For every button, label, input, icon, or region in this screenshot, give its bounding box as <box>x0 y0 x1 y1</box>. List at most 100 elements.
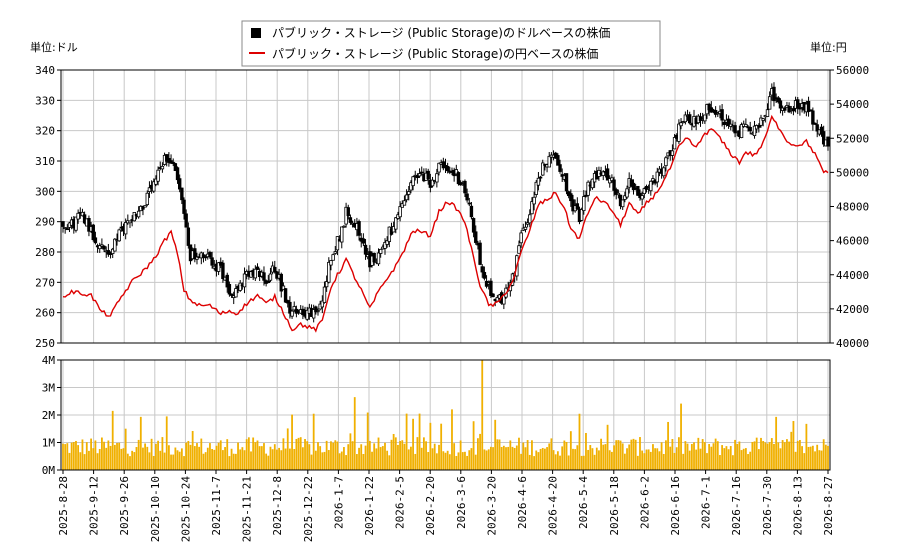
volume-bar <box>524 447 527 470</box>
candle-body <box>186 227 191 246</box>
candle-body <box>281 285 286 290</box>
candle-body <box>171 161 175 164</box>
volume-bar <box>94 440 97 470</box>
volume-bar <box>541 447 544 470</box>
y-right-tick-label: 42000 <box>836 303 869 316</box>
volume-bar <box>362 453 365 470</box>
volume-bar <box>189 444 192 470</box>
volume-bar <box>334 440 337 470</box>
volume-bar <box>513 447 516 470</box>
y-left-tick-label: 340 <box>35 64 55 77</box>
candle-body <box>821 131 826 145</box>
volume-bar <box>258 446 261 470</box>
volume-bar <box>444 452 447 470</box>
volume-bar <box>760 437 762 470</box>
y-right-tick-label: 48000 <box>836 201 869 214</box>
volume-bar <box>77 445 80 470</box>
candle-body <box>672 137 677 150</box>
y-right-tick-label: 44000 <box>836 269 869 282</box>
volume-bar <box>98 448 101 470</box>
candle-body <box>210 257 214 266</box>
volume-bar <box>487 449 490 470</box>
candle-body <box>402 200 407 206</box>
volume-bar <box>610 451 613 470</box>
volume-bar <box>801 446 803 470</box>
volume-bar <box>630 439 633 470</box>
candle-body <box>409 182 413 191</box>
volume-bar <box>693 442 695 470</box>
x-tick-label: 2025-9-26 <box>118 476 131 536</box>
volume-bar <box>770 438 773 470</box>
volume-bar <box>286 428 289 470</box>
volume-bar <box>600 438 602 470</box>
volume-bar <box>122 448 125 470</box>
candle-body <box>201 254 206 258</box>
candle-body <box>720 109 724 121</box>
volume-bar <box>410 446 412 470</box>
volume-bar <box>131 450 134 470</box>
candle-body <box>417 173 422 177</box>
volume-bar <box>161 437 164 470</box>
candle-body <box>534 181 538 195</box>
volume-bar <box>723 448 726 470</box>
volume-bar <box>137 439 140 470</box>
volume-bar <box>388 455 391 470</box>
candle-body <box>340 226 344 243</box>
volume-bar <box>520 453 523 470</box>
right-unit-label: 単位:円 <box>810 40 847 54</box>
volume-bar <box>280 450 283 470</box>
x-tick-label: 2025-12-22 <box>302 476 315 542</box>
volume-bar <box>809 446 812 470</box>
candle-body <box>558 164 562 172</box>
volume-bar <box>632 438 635 470</box>
candle-body <box>757 125 761 128</box>
y-right-tick-label: 50000 <box>836 166 869 179</box>
candle-body <box>180 187 184 201</box>
volume-bar <box>703 442 706 470</box>
volume-bar <box>461 452 464 470</box>
candle-body <box>93 237 98 244</box>
volume-bar <box>448 454 451 470</box>
candle-body <box>536 177 541 186</box>
y-right-axis: 56000 54000 52000 50000 48000 46000 44000 42000… <box>830 64 869 350</box>
candle-body <box>610 177 614 181</box>
volume-bar <box>719 455 721 470</box>
x-tick-label: 2026-1-22 <box>363 476 376 536</box>
volume-bar <box>567 455 570 470</box>
volume-bar <box>165 416 168 470</box>
volume-bar <box>533 456 536 470</box>
volume-bar <box>103 441 105 470</box>
volume-bar <box>170 454 172 470</box>
candle-body <box>357 221 361 236</box>
volume-bar <box>779 448 782 470</box>
volume-bar <box>440 423 443 470</box>
volume-bar <box>172 454 175 470</box>
volume-bar <box>604 444 607 470</box>
volume-bar <box>256 440 259 470</box>
candle-body <box>398 206 402 218</box>
candle-body <box>465 193 469 201</box>
volume-bar <box>710 446 713 470</box>
volume-bar <box>260 446 263 470</box>
volume-bar <box>375 448 378 470</box>
volume-bar <box>762 441 765 470</box>
volume-bar <box>453 443 456 470</box>
volume-bar <box>167 445 170 470</box>
candle-body <box>165 154 169 162</box>
volume-bar <box>544 448 546 470</box>
volume-bar <box>289 448 291 470</box>
volume-bar <box>308 444 311 470</box>
volume-bar <box>213 449 216 470</box>
volume-bar <box>799 439 801 470</box>
volume-bar <box>343 447 345 470</box>
candle-body <box>631 182 636 191</box>
candle-body <box>538 176 543 179</box>
x-tick-label: 2026-2-5 <box>394 476 407 529</box>
volume-bar <box>202 453 205 470</box>
volume-bar <box>176 450 179 470</box>
candle-body <box>733 125 737 134</box>
volume-bar <box>775 416 778 470</box>
volume-bar <box>786 439 788 470</box>
volume-bar <box>634 439 637 470</box>
volume-bar <box>278 447 281 470</box>
